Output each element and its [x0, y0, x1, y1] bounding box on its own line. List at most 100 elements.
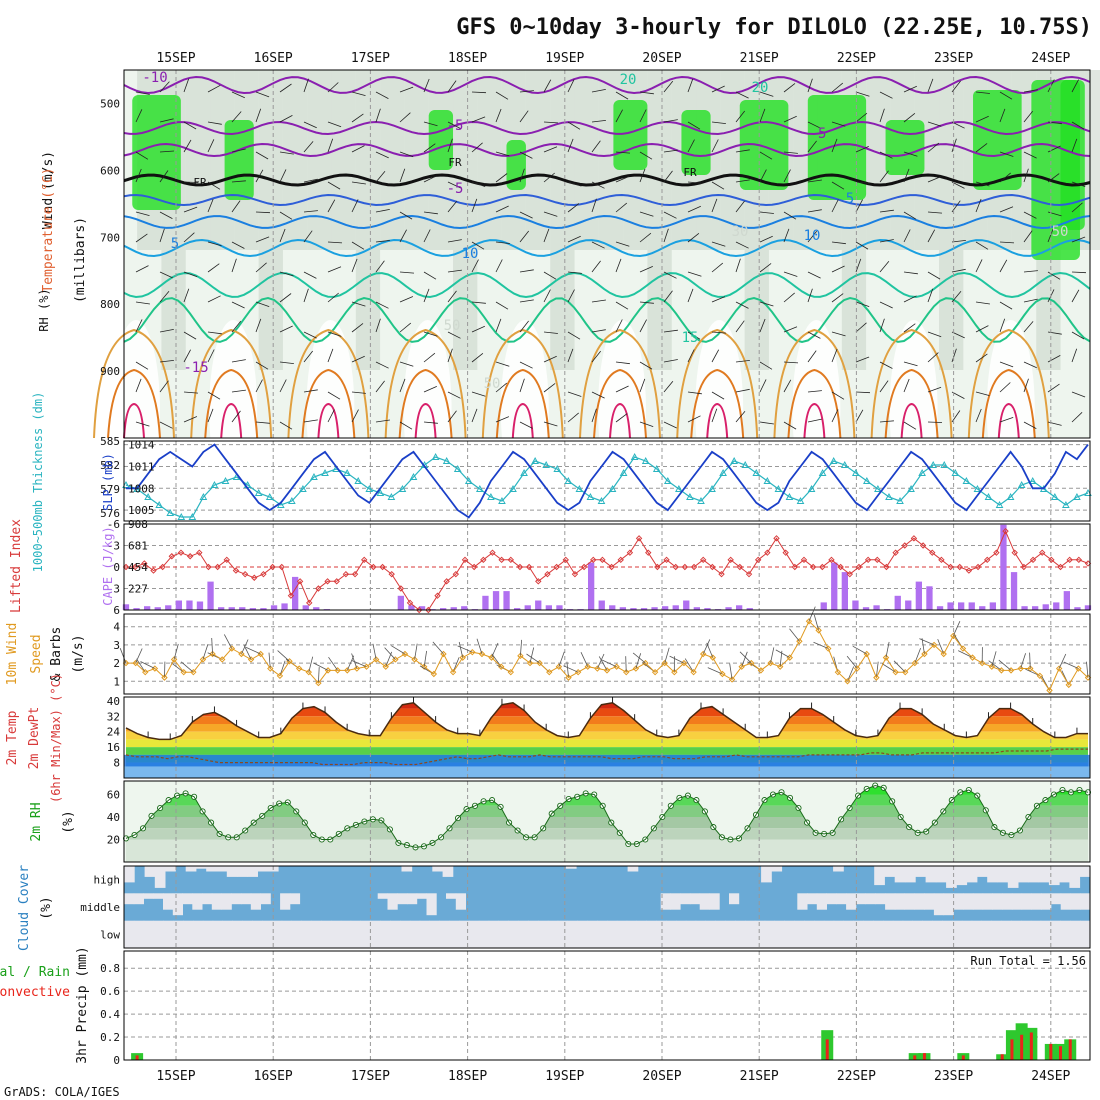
wind-barb: [279, 361, 294, 364]
cape-bar: [1053, 602, 1060, 610]
wind-barb: [471, 259, 479, 273]
thickness-marker: [630, 452, 639, 460]
cape-tick-label: 681: [128, 540, 148, 553]
lifted-marker: [544, 570, 551, 578]
wind-barb: [951, 121, 965, 129]
wind-barb: [211, 637, 213, 655]
slp-axis-label: SLP (mb): [101, 453, 115, 511]
precip-label-convective: Convective: [0, 985, 70, 1000]
wind-barb: [1023, 361, 1037, 369]
wind-barb: [1047, 211, 1062, 217]
temperature-contour: [301, 368, 356, 439]
wind-barb: [495, 151, 510, 157]
lifted-tick-label: 0: [113, 561, 120, 574]
cloud-gap-cell: [1021, 920, 1032, 948]
wind-barb: [663, 380, 674, 393]
thickness-marker: [1062, 500, 1070, 508]
wind-barb: [1023, 168, 1029, 183]
wind-barb: [639, 319, 647, 333]
temperature-contour: [220, 402, 243, 439]
wind-barb: [183, 181, 199, 183]
wind-barb: [543, 421, 558, 427]
wind-barb: [831, 181, 845, 190]
cloud-gap-cell: [894, 893, 905, 910]
wind-barb: [207, 241, 222, 247]
wind-barb: [375, 361, 389, 369]
wind-barb: [591, 89, 606, 93]
wind-barb: [423, 352, 436, 363]
cloud-gap-cell: [400, 920, 411, 948]
rh-green-patch: [132, 95, 181, 210]
lifted-marker: [351, 570, 359, 578]
thickness-marker: [575, 484, 584, 492]
cloud-gap-cell: [804, 920, 815, 948]
wind-barb: [399, 378, 406, 393]
thickness-marker: [1006, 492, 1015, 500]
wind-barb: [591, 181, 605, 189]
cloud-gap-cell: [1050, 920, 1061, 948]
wind-barb: [879, 151, 893, 159]
thickness-marker: [487, 492, 495, 500]
wind-barb: [1071, 236, 1086, 243]
cloud-gap-cell: [924, 893, 935, 910]
thickness-marker: [1050, 492, 1059, 500]
lifted-marker: [974, 563, 982, 571]
lifted-marker: [745, 570, 753, 578]
wind-barb: [268, 652, 271, 669]
thickness-marker: [199, 492, 208, 500]
lifted-marker: [150, 567, 157, 574]
cloud-gap-cell: [616, 920, 628, 948]
wind-barb: [567, 348, 574, 363]
wind-barb: [543, 146, 558, 153]
precip-convective-bar: [913, 1055, 917, 1060]
wind-barb: [927, 288, 934, 303]
wind-barb: [919, 638, 935, 646]
wind-barb: [759, 421, 774, 425]
cloud-gap-cell: [1002, 893, 1013, 910]
wind-barb: [495, 318, 502, 333]
contour-label: 50: [444, 318, 461, 334]
wind-barb: [255, 91, 270, 98]
lifted-marker: [718, 570, 725, 578]
wind-barb: [855, 322, 867, 333]
wind-speed-marker: [488, 654, 495, 661]
temperature-contour: [495, 368, 550, 439]
lifted-marker: [709, 563, 716, 571]
wind-barb: [591, 391, 605, 399]
cloud-gap-cell: [971, 920, 982, 948]
wind-barb: [687, 349, 695, 363]
wind-barb: [975, 91, 990, 94]
cloud-gap-cell: [442, 866, 454, 877]
wind-barb: [735, 258, 741, 273]
temperature-contour: [123, 120, 1091, 136]
cross-section-frame: [123, 69, 1091, 439]
cloud-gap-cell: [666, 920, 677, 948]
wind-barb: [951, 80, 961, 93]
wind-barb: [625, 656, 627, 673]
wind-barb: [855, 409, 864, 423]
wind-barb: [327, 331, 342, 337]
wind-barb: [303, 230, 313, 243]
cloud-gap-cell: [271, 920, 283, 948]
day-label-top: 18SEP: [448, 51, 487, 66]
precip-tick-label: 0.8: [100, 962, 120, 975]
wind-barb: [1023, 230, 1033, 243]
wind-barb: [975, 301, 990, 305]
slp-line: [126, 443, 1089, 519]
lifted-marker: [965, 567, 973, 574]
lifted-marker: [470, 563, 478, 571]
day-label-top: 21SEP: [740, 51, 779, 66]
wind-barb: [447, 239, 462, 243]
slp-panel-frame: [123, 440, 1091, 522]
cloud-gap-cell: [1079, 866, 1091, 877]
cloud-gap-cell: [843, 920, 854, 948]
wind-barb: [639, 301, 654, 304]
wind-barb: [567, 79, 575, 93]
wind-barb: [519, 168, 525, 183]
wind-barb: [567, 391, 582, 397]
wind-barb: [303, 288, 309, 303]
rh-shade-cell: [453, 70, 478, 370]
wind-barb: [711, 408, 718, 423]
wind-barb: [159, 421, 173, 429]
